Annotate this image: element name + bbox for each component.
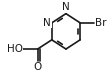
Text: Br: Br [94, 18, 106, 28]
Text: O: O [33, 62, 41, 73]
Text: N: N [61, 2, 69, 12]
Text: N: N [43, 18, 51, 28]
Text: HO: HO [7, 44, 23, 54]
